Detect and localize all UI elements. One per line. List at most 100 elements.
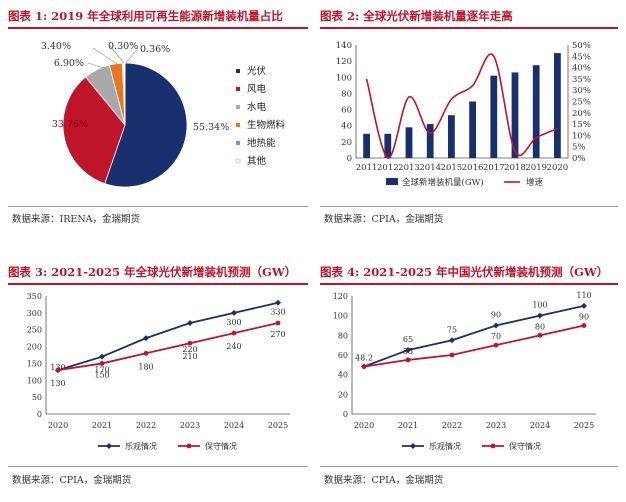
y-tick-right: 20% [572,109,591,119]
bar [532,65,540,158]
pie-value-label: 33.76% [52,119,88,130]
chart1-title: 图表 1: 2019 年全球利用可再生能源新增装机量占比 [8,9,283,23]
bar [426,124,434,158]
series-marker [405,357,411,363]
legend-label: 乐观情况 [429,441,461,451]
y-tick-right: 10% [572,131,591,141]
data-label: 170 [94,366,109,375]
chart4-source-rule [320,466,618,467]
leader-line [125,47,139,64]
pie-value-label: 6.90% [54,58,84,69]
data-label: 330 [270,308,285,317]
y-tick-left: 0 [347,154,352,164]
chart4-source: 数据来源：CPIA，金瑞期货 [324,475,444,486]
x-tick-label: 2017 [483,163,505,173]
legend-swatch [236,87,240,91]
growth-line [365,53,558,159]
series-marker [275,299,281,306]
x-tick-label: 2022 [442,421,462,430]
legend-swatch [236,105,240,109]
bar [448,115,455,158]
x-tick-label: 2013 [398,163,420,173]
series-marker [449,337,455,344]
x-tick-label: 2012 [377,163,399,173]
series-marker [537,312,543,319]
chart3-title: 图表 3: 2021-2025 年全球光伏新增装机预测（GW） [8,265,297,279]
x-tick-label: 2020 [354,421,374,430]
y-tick-label: 300 [27,309,42,318]
bar [363,133,370,158]
bar-line-chart: 0 20 40 60 80 100 120 140 0%5% 10%15%20%25% 30%35%… [336,41,591,188]
series-marker [405,347,411,354]
chart3-title-rule [8,283,308,285]
y-tick-left: 100 [336,73,352,83]
y-tick-label: 250 [27,326,42,335]
y-tick-left: 120 [336,57,352,67]
legend-label: 风电 [247,83,267,95]
series-marker [187,319,193,326]
data-label: 210 [182,352,197,361]
data-label: 150 [94,370,109,379]
y-tick-label: 60 [338,351,348,360]
legend-swatch [236,69,240,73]
x-tick-label: 2018 [504,163,526,173]
series-marker [493,342,499,348]
series-line-1 [363,304,585,368]
y-tick-right: 5% [572,143,586,153]
legend-marker-1 [410,443,416,449]
chart2-source: 数据来源：CPIA，金瑞期货 [324,214,444,225]
x-tick-label: 2021 [398,421,418,430]
x-tick-label: 2023 [486,421,506,430]
y-tick-right: 30% [572,86,591,96]
series-line-2 [363,324,585,368]
series-marker [231,309,237,316]
series-marker [143,350,149,356]
x-tick-label: 2011 [356,163,378,173]
leader-line [87,62,105,69]
y-tick-right: 50% [572,41,591,51]
data-label: 130 [50,379,65,388]
bar [511,72,519,158]
pie-value-label: 55.34% [193,122,229,133]
chart3-source-rule [8,466,308,467]
legend-swatch [236,123,240,127]
bar [405,127,413,158]
data-label: 90 [491,311,501,320]
data-label: 80 [535,322,545,331]
legend-label: 生物燃料 [247,119,286,131]
y-tick-right: 35% [572,75,591,85]
legend-label: 增速 [526,177,544,188]
x-tick-label: 2025 [268,421,288,430]
x-tick-label: 2020 [547,163,569,173]
line-chart-china: 0 20 40 60 80 100 120 2020 2021 2022 2023 2024 2025 4… [333,291,596,451]
y-tick-right: 45% [572,52,591,62]
x-tick-label: 2024 [224,421,244,430]
y-tick-label: 100 [333,312,348,321]
pie-value-label: 0.36% [140,44,170,55]
y-tick-label: 20 [338,390,348,399]
series-marker [187,340,193,346]
y-tick-label: 0 [343,410,348,419]
y-tick-right: 40% [572,64,591,74]
bar [469,101,476,158]
y-tick-right: 25% [572,98,591,108]
data-label: 220 [182,345,197,354]
data-label: 65 [403,335,413,344]
series-marker [231,330,237,336]
data-label: 75 [447,325,457,334]
legend-label: 地热能 [247,137,276,149]
pie-chart: 55.34% 33.76% 6.90% 3.40% 0.30% 0.36% 光伏风电水电生物… [41,41,286,188]
data-label: 130 [50,363,65,372]
y-tick-label: 120 [333,292,348,301]
series-marker [99,353,105,360]
x-tick-label: 2022 [136,421,156,430]
leader-line [109,45,125,64]
legend-label: 保守情况 [509,441,541,451]
y-tick-left: 40 [341,122,352,132]
series-marker [275,320,281,326]
series-marker [493,322,499,329]
legend-label: 保守情况 [205,441,237,451]
y-tick-label: 150 [27,359,42,368]
data-label: 90 [579,313,589,322]
series-marker [143,335,149,342]
